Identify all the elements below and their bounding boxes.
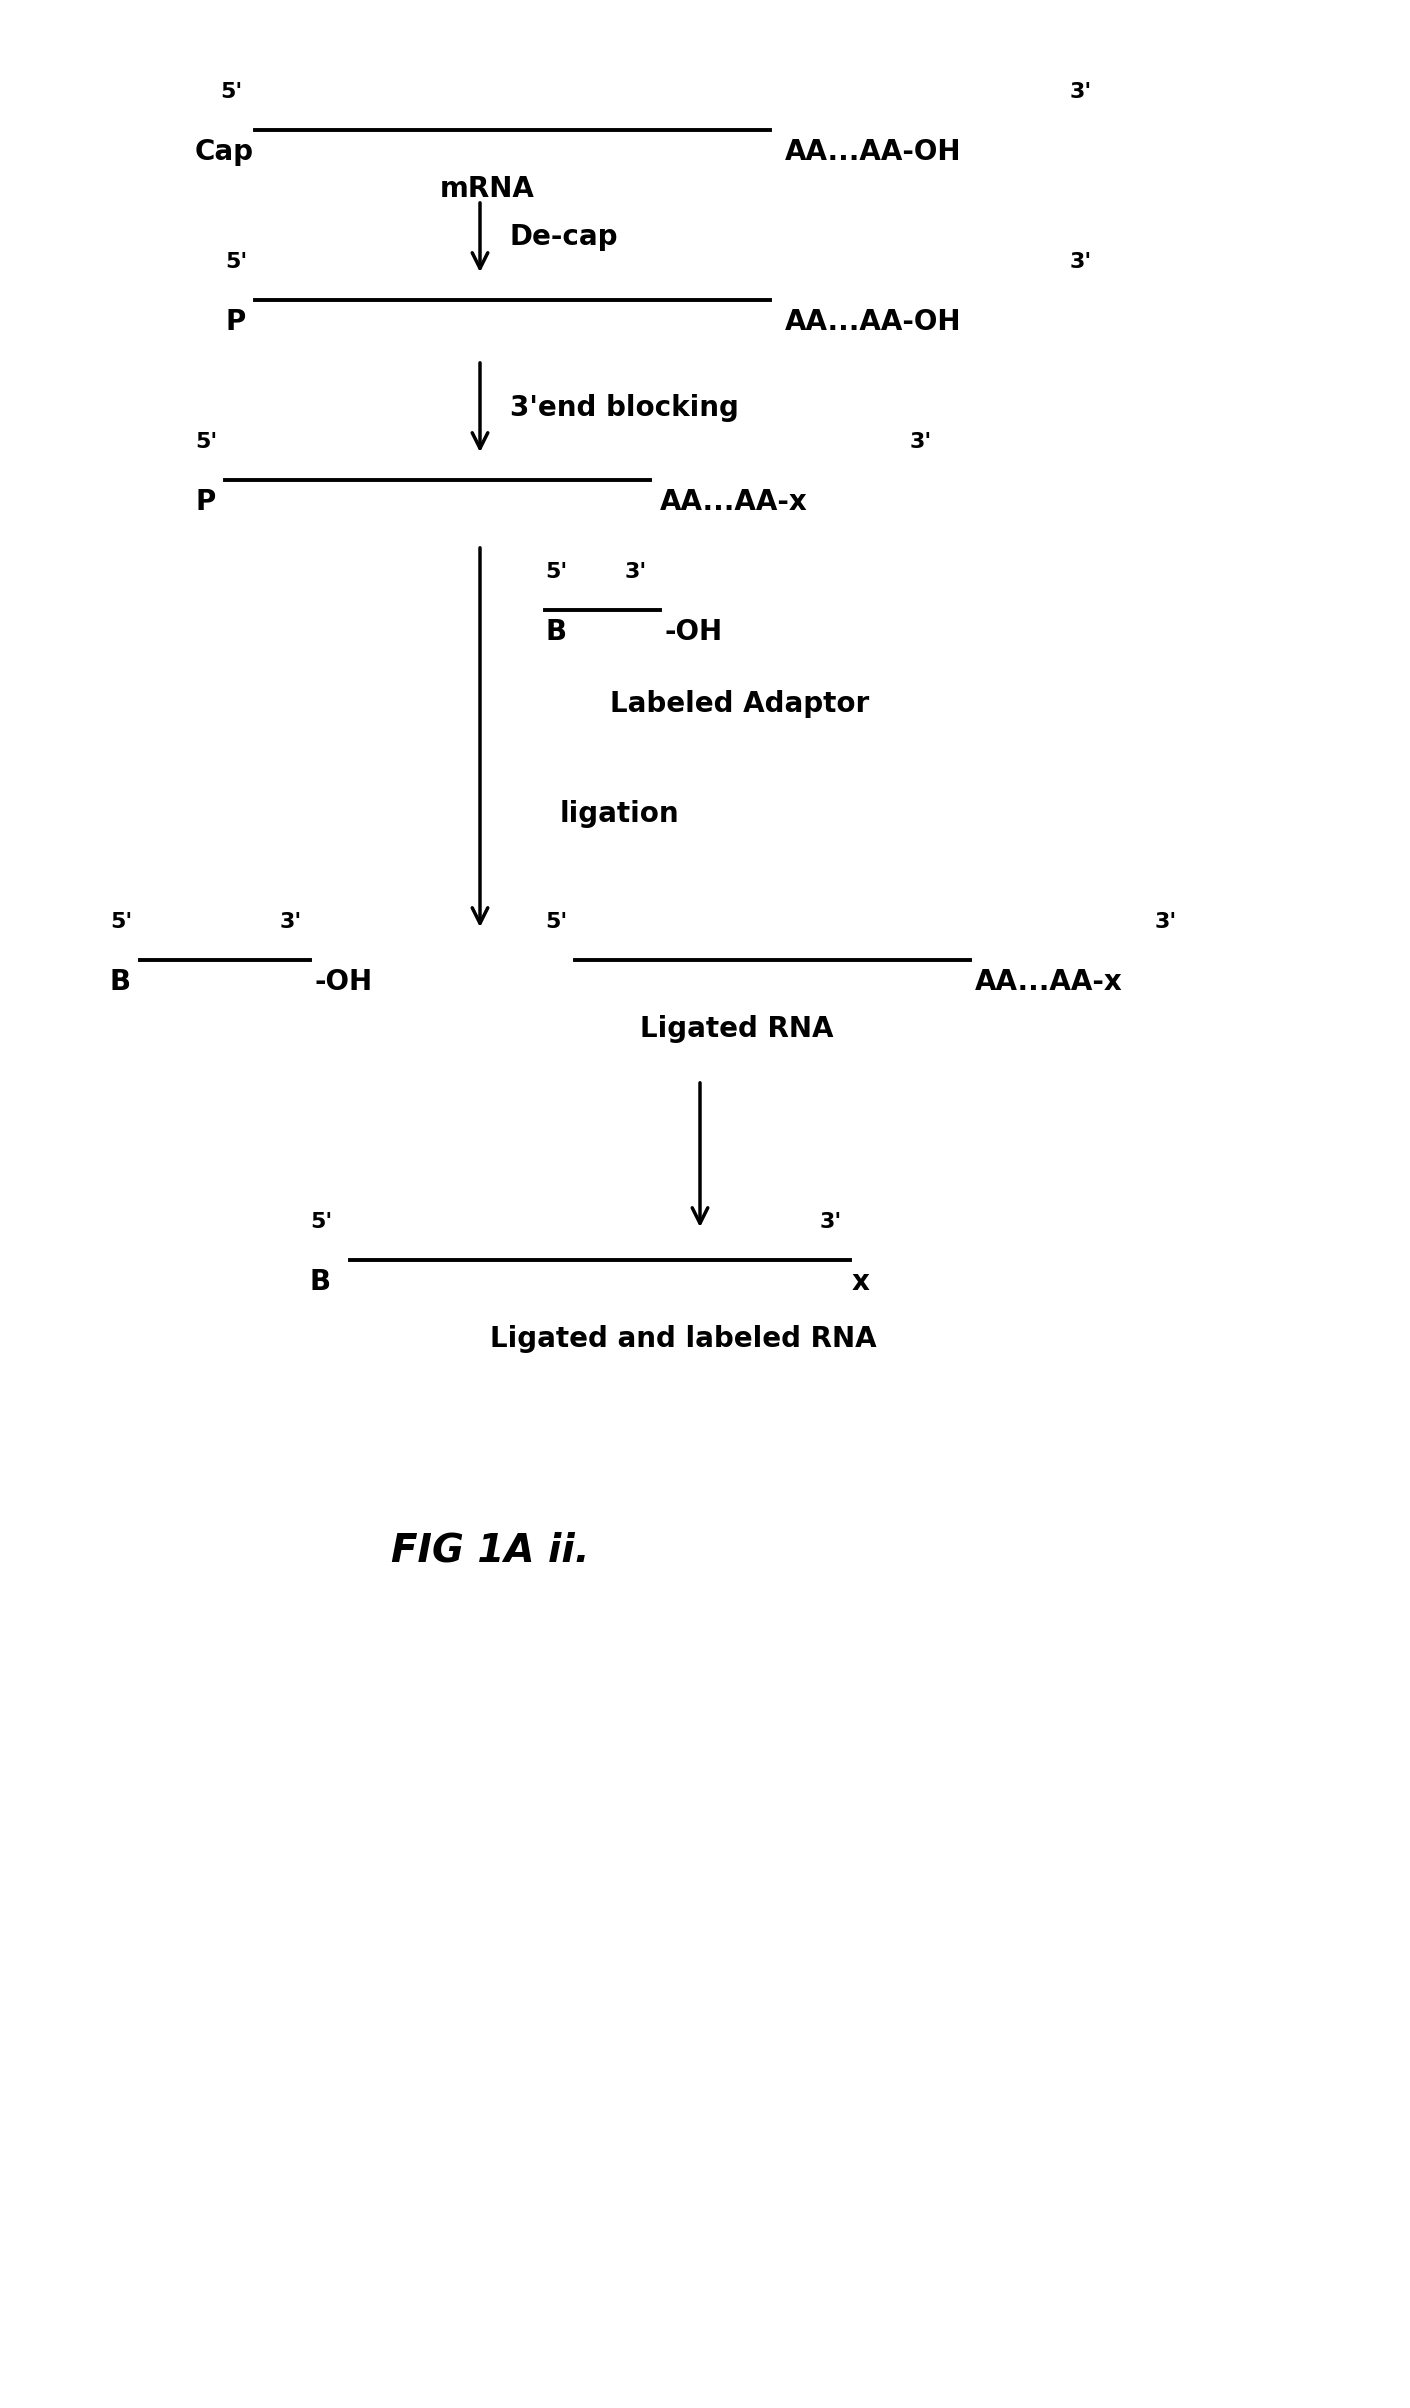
Text: De-cap: De-cap bbox=[510, 224, 619, 250]
Text: 3': 3' bbox=[281, 913, 302, 932]
Text: AA...AA-OH: AA...AA-OH bbox=[785, 137, 962, 166]
Text: Ligated RNA: Ligated RNA bbox=[640, 1016, 833, 1043]
Text: 5': 5' bbox=[110, 913, 133, 932]
Text: FIG 1A ii.: FIG 1A ii. bbox=[391, 1531, 589, 1570]
Text: 3'end blocking: 3'end blocking bbox=[510, 395, 739, 421]
Text: -OH: -OH bbox=[666, 619, 723, 645]
Text: Cap: Cap bbox=[195, 137, 254, 166]
Text: B: B bbox=[310, 1269, 331, 1296]
Text: B: B bbox=[110, 968, 131, 997]
Text: 3': 3' bbox=[821, 1211, 842, 1233]
Text: 3': 3' bbox=[909, 431, 932, 453]
Text: AA...AA-OH: AA...AA-OH bbox=[785, 308, 962, 337]
Text: -OH: -OH bbox=[314, 968, 374, 997]
Text: Labeled Adaptor: Labeled Adaptor bbox=[611, 691, 869, 718]
Text: AA...AA-x: AA...AA-x bbox=[660, 489, 808, 515]
Text: 5': 5' bbox=[546, 913, 567, 932]
Text: 5': 5' bbox=[220, 82, 243, 101]
Text: P: P bbox=[226, 308, 245, 337]
Text: x: x bbox=[852, 1269, 870, 1296]
Text: 5': 5' bbox=[546, 561, 567, 583]
Text: 5': 5' bbox=[226, 253, 247, 272]
Text: 3': 3' bbox=[1155, 913, 1177, 932]
Text: 3': 3' bbox=[625, 561, 647, 583]
Text: 5': 5' bbox=[195, 431, 217, 453]
Text: 3': 3' bbox=[1070, 82, 1093, 101]
Text: AA...AA-x: AA...AA-x bbox=[974, 968, 1122, 997]
Text: B: B bbox=[546, 619, 567, 645]
Text: Ligated and labeled RNA: Ligated and labeled RNA bbox=[491, 1324, 877, 1353]
Text: ligation: ligation bbox=[560, 799, 680, 828]
Text: 5': 5' bbox=[310, 1211, 333, 1233]
Text: 3': 3' bbox=[1070, 253, 1093, 272]
Text: mRNA: mRNA bbox=[440, 176, 534, 202]
Text: P: P bbox=[195, 489, 216, 515]
